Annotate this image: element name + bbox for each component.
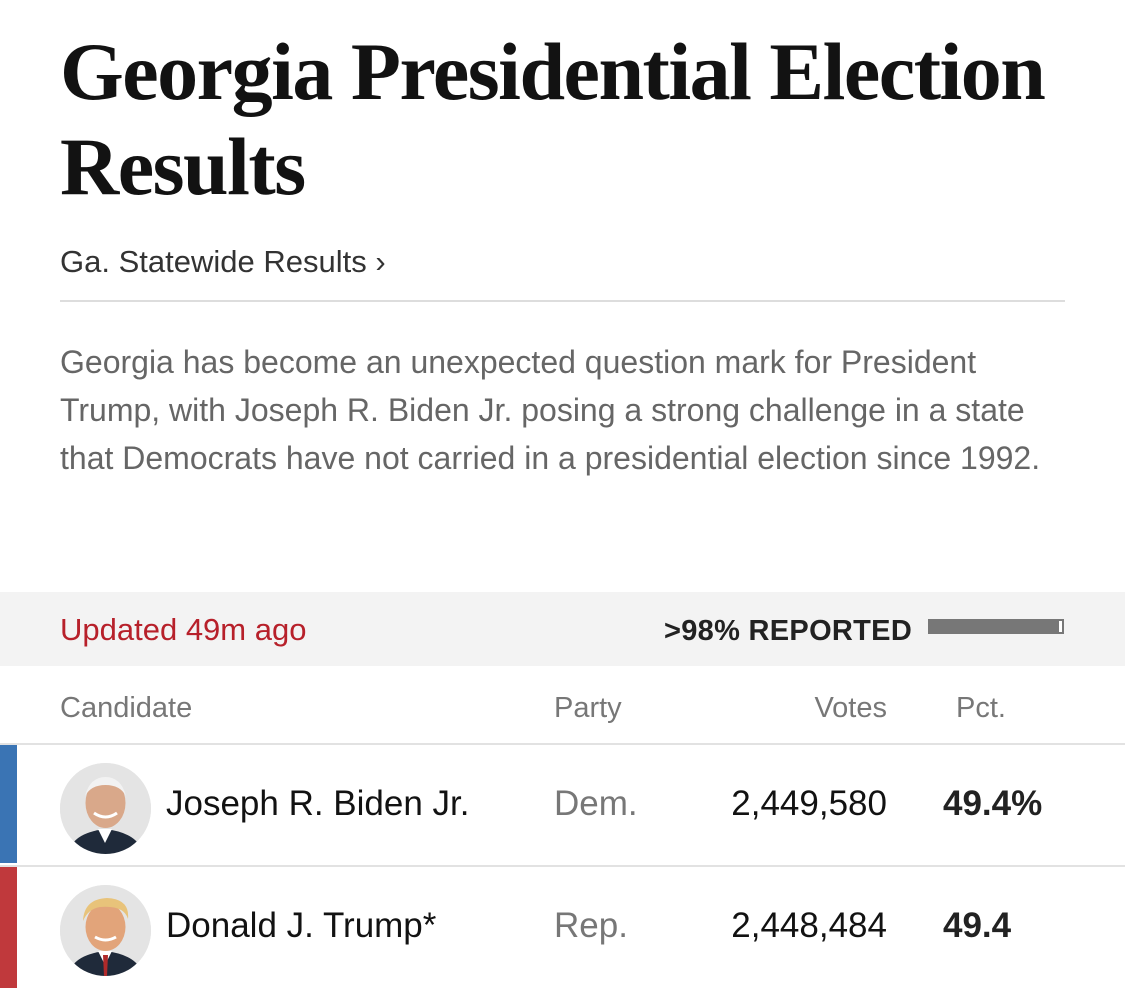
- candidate-party: Dem.: [554, 784, 638, 823]
- header-votes: Votes: [814, 692, 887, 724]
- table-row-biden: Joseph R. Biden Jr. Dem. 2,449,580 49.4%: [0, 745, 1125, 863]
- reporting-progress-bar: [928, 619, 1064, 634]
- candidate-votes: 2,449,580: [731, 784, 887, 823]
- header-pct: Pct.: [956, 692, 1006, 724]
- candidate-portrait-icon: [60, 763, 151, 854]
- candidate-name: Donald J. Trump*: [166, 906, 437, 945]
- candidate-name: Joseph R. Biden Jr.: [166, 784, 470, 823]
- statewide-results-link[interactable]: Ga. Statewide Results ›: [60, 244, 386, 279]
- divider: [60, 300, 1065, 302]
- header-party: Party: [554, 692, 622, 724]
- candidate-pct: 49.4%: [943, 784, 1043, 823]
- page-title: Georgia Presidential Election Results: [60, 26, 1046, 212]
- table-divider: [0, 743, 1125, 745]
- candidate-votes: 2,448,484: [731, 906, 887, 945]
- candidate-portrait-icon: [60, 885, 151, 976]
- updated-timestamp: Updated 49m ago: [60, 612, 307, 647]
- header-candidate: Candidate: [60, 692, 193, 724]
- candidate-pct: 49.4: [943, 906, 1012, 945]
- status-bar: Updated 49m ago >98% REPORTED: [0, 592, 1125, 666]
- party-stripe-rep: [0, 867, 17, 988]
- results-table-header: Candidate Party Votes Pct.: [0, 690, 1125, 730]
- reporting-progress-fill: [930, 621, 1060, 632]
- candidate-party: Rep.: [554, 906, 628, 945]
- party-stripe-dem: [0, 745, 17, 863]
- reported-label: >98% REPORTED: [664, 615, 913, 647]
- table-row-trump: Donald J. Trump* Rep. 2,448,484 49.4: [0, 867, 1125, 988]
- table-divider: [0, 865, 1125, 867]
- summary-text: Georgia has become an unexpected questio…: [60, 344, 1041, 476]
